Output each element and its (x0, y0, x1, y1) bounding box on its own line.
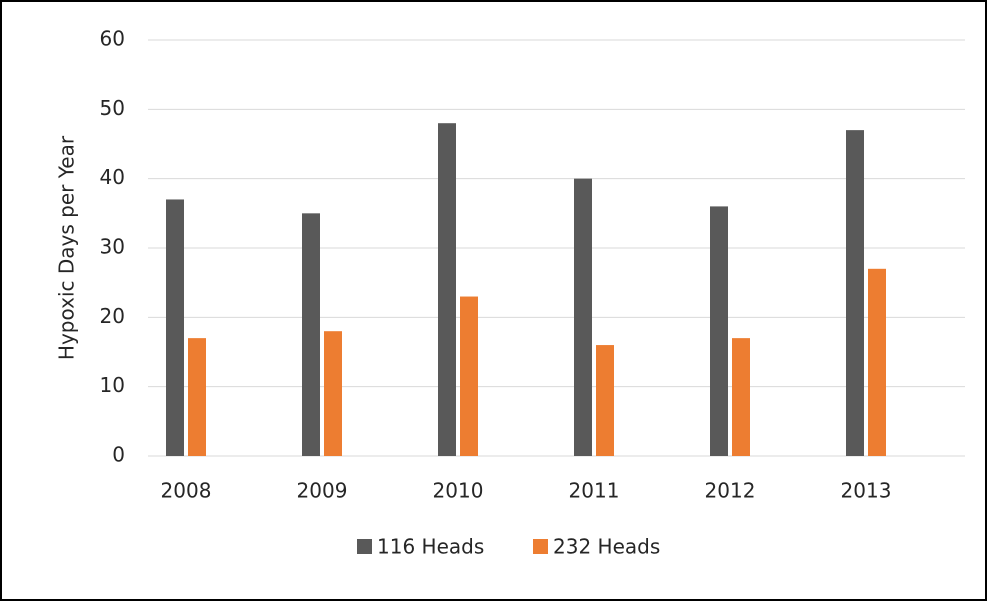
legend-label: 232 Heads (553, 535, 660, 559)
bar (166, 199, 184, 456)
bar (846, 130, 864, 456)
y-tick-label: 30 (100, 235, 125, 259)
y-tick-label: 60 (100, 27, 125, 51)
x-tick-label: 2008 (161, 479, 212, 503)
x-tick-label: 2009 (297, 479, 348, 503)
bar (868, 268, 886, 456)
x-tick-label: 2010 (433, 479, 484, 503)
bar (302, 213, 320, 456)
y-tick-label: 0 (112, 443, 125, 467)
y-axis-label: Hypoxic Days per Year (55, 135, 79, 360)
y-tick-label: 20 (100, 304, 125, 328)
bar (710, 206, 728, 456)
x-tick-label: 2011 (569, 479, 620, 503)
legend-swatch (357, 539, 372, 554)
x-tick-label: 2013 (841, 479, 892, 503)
bar (596, 345, 614, 456)
bar (188, 338, 206, 456)
legend-swatch (533, 539, 548, 554)
bar (732, 338, 750, 456)
bar (324, 331, 342, 456)
bar (460, 296, 478, 456)
legend-label: 116 Heads (377, 535, 484, 559)
bar (574, 178, 592, 456)
bar (438, 123, 456, 456)
y-tick-label: 40 (100, 165, 125, 189)
x-tick-label: 2012 (705, 479, 756, 503)
y-tick-label: 50 (100, 96, 125, 120)
y-tick-label: 10 (100, 373, 125, 397)
